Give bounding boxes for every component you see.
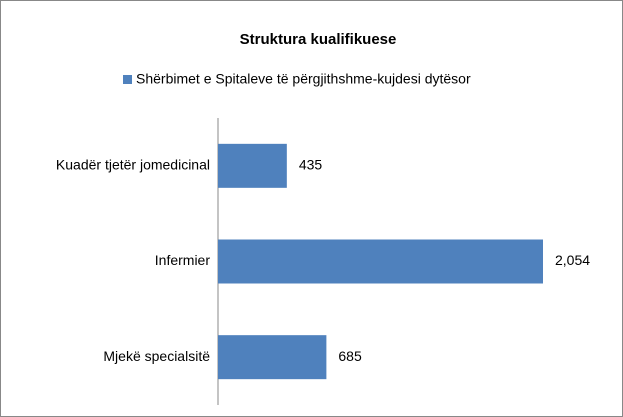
legend-swatch (123, 75, 132, 84)
bar (218, 143, 287, 188)
chart-title: Struktura kualifikuese (240, 31, 397, 48)
y-tick-label: Kuadër tjetër jomedicinal (56, 157, 210, 173)
value-label: 435 (299, 157, 323, 173)
y-tick-label: Mjekë specialsitë (103, 348, 210, 364)
bar (218, 335, 327, 380)
value-label: 685 (338, 348, 362, 364)
y-tick-label: Infermier (155, 252, 211, 268)
bar (218, 239, 543, 284)
legend-label: Shërbimet e Spitaleve të përgjithshme-ku… (136, 71, 471, 87)
value-label: 2,054 (555, 252, 590, 268)
